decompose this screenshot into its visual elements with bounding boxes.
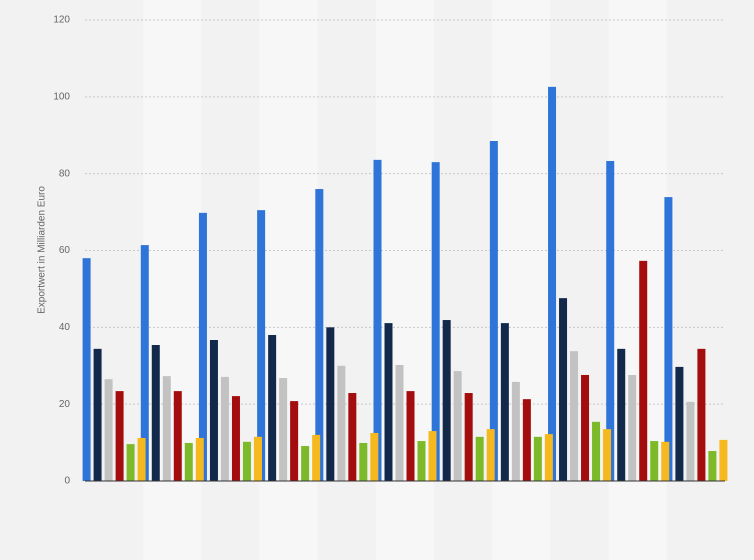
bar xyxy=(373,159,382,481)
bar xyxy=(522,399,531,481)
bar xyxy=(428,431,437,481)
bar xyxy=(406,391,415,481)
bar xyxy=(544,434,553,481)
bar xyxy=(115,391,124,481)
bar xyxy=(486,429,495,481)
bar xyxy=(242,441,251,481)
bar xyxy=(220,376,229,481)
bar xyxy=(198,212,207,481)
bar xyxy=(348,393,357,481)
bar xyxy=(464,393,473,481)
bar xyxy=(140,245,149,481)
bar xyxy=(592,421,601,481)
bar xyxy=(253,436,262,481)
bar xyxy=(431,162,440,481)
bar xyxy=(548,86,557,481)
bar xyxy=(442,320,451,481)
y-tick-label: 120 xyxy=(53,15,70,26)
bar xyxy=(312,434,321,481)
y-tick-label: 60 xyxy=(59,245,71,256)
bar xyxy=(617,348,626,481)
bar xyxy=(337,365,346,481)
bar xyxy=(268,335,277,481)
bar xyxy=(606,160,615,481)
bar xyxy=(628,374,637,481)
y-tick-label: 40 xyxy=(59,322,71,333)
bar xyxy=(650,441,659,481)
bar xyxy=(315,189,324,482)
bar xyxy=(384,323,393,481)
bar xyxy=(231,396,240,481)
bar xyxy=(697,348,706,481)
bar xyxy=(151,345,160,481)
bar xyxy=(719,439,728,481)
bar xyxy=(639,260,648,481)
bar xyxy=(257,210,266,481)
bar xyxy=(686,401,695,481)
bar xyxy=(173,391,182,481)
bar xyxy=(603,429,612,481)
bar xyxy=(475,436,484,481)
y-tick-label: 20 xyxy=(59,399,71,410)
bar xyxy=(126,444,135,481)
y-axis-label: Exportwert in Milliarden Euro xyxy=(37,186,48,314)
bar xyxy=(359,442,368,481)
bar xyxy=(290,401,299,481)
bar xyxy=(708,451,717,481)
y-tick-label: 100 xyxy=(53,91,70,102)
bar xyxy=(511,381,520,481)
bar xyxy=(570,351,579,481)
bar xyxy=(417,441,426,481)
bar xyxy=(104,379,113,481)
bar xyxy=(395,364,404,481)
bar xyxy=(195,437,204,481)
bar xyxy=(137,437,146,481)
bar xyxy=(489,141,498,481)
bar xyxy=(453,371,462,481)
bar xyxy=(675,366,684,481)
y-tick-label: 80 xyxy=(59,168,71,179)
bar xyxy=(184,442,193,481)
bar xyxy=(559,298,568,481)
bar xyxy=(209,340,218,481)
bar xyxy=(664,197,673,481)
y-tick-label: 0 xyxy=(64,476,70,487)
bar xyxy=(162,376,171,481)
bar xyxy=(370,432,379,481)
bar xyxy=(82,258,91,481)
bar xyxy=(93,348,102,481)
bar xyxy=(581,374,590,481)
bar xyxy=(500,323,509,481)
bar xyxy=(279,378,288,481)
bar xyxy=(661,441,670,481)
bar xyxy=(326,327,335,481)
bar xyxy=(301,446,310,481)
bar xyxy=(533,436,542,481)
